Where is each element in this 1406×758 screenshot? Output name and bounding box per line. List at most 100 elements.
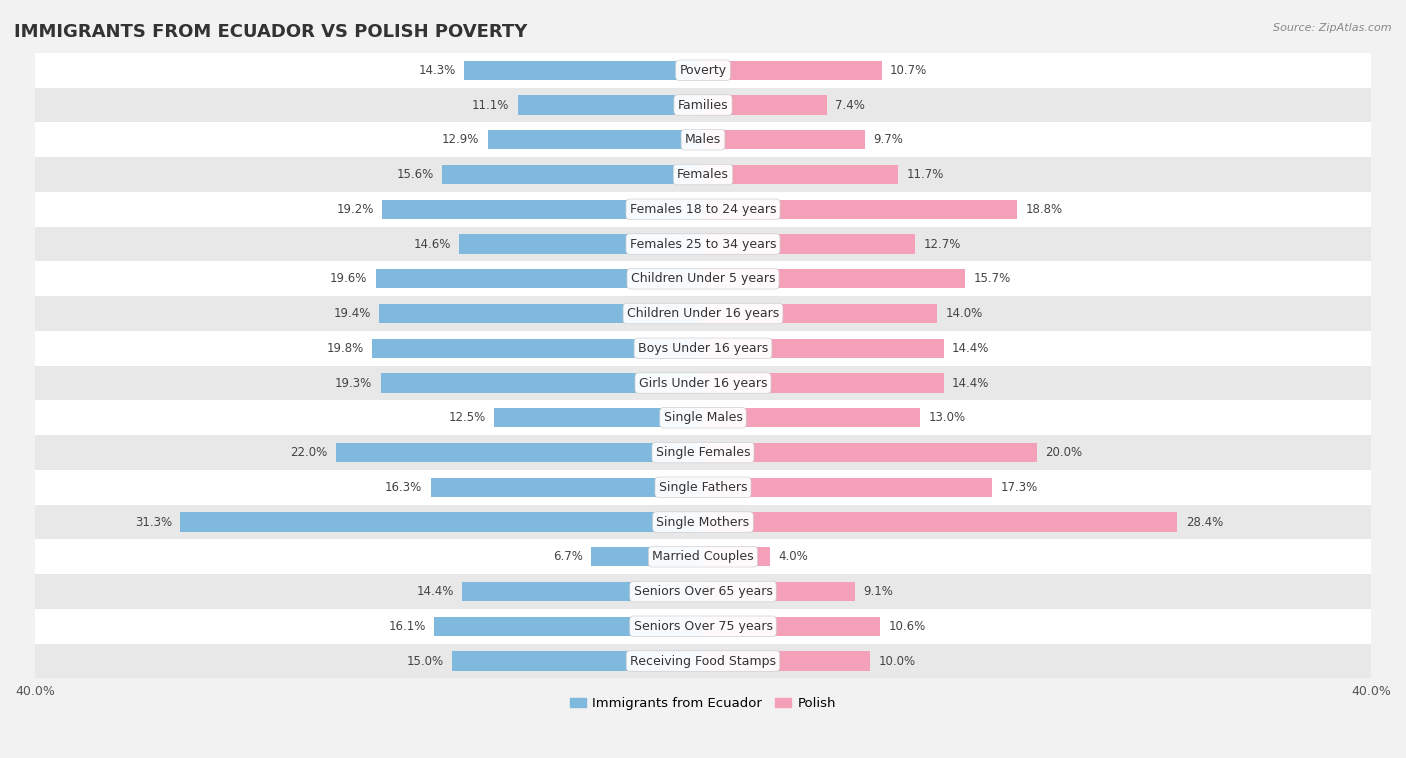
Text: 20.0%: 20.0%	[1046, 446, 1083, 459]
Text: 16.1%: 16.1%	[388, 620, 426, 633]
Bar	[488, 130, 703, 149]
Text: 19.2%: 19.2%	[336, 203, 374, 216]
Bar	[35, 227, 1371, 262]
Text: 19.6%: 19.6%	[330, 272, 367, 285]
Bar	[35, 609, 1371, 644]
Text: 14.4%: 14.4%	[952, 377, 990, 390]
Bar	[35, 262, 1371, 296]
Text: 12.5%: 12.5%	[449, 412, 486, 424]
Bar	[430, 478, 703, 496]
Bar	[703, 61, 882, 80]
Bar	[180, 512, 703, 531]
Bar	[443, 165, 703, 184]
Text: Females: Females	[678, 168, 728, 181]
Text: 14.0%: 14.0%	[945, 307, 983, 320]
Bar	[703, 130, 865, 149]
Bar	[703, 339, 943, 358]
Text: Females 25 to 34 years: Females 25 to 34 years	[630, 237, 776, 251]
Text: 10.7%: 10.7%	[890, 64, 928, 77]
Legend: Immigrants from Ecuador, Polish: Immigrants from Ecuador, Polish	[564, 692, 842, 716]
Text: Single Females: Single Females	[655, 446, 751, 459]
Bar	[35, 574, 1371, 609]
Bar	[35, 88, 1371, 122]
Bar	[703, 443, 1038, 462]
Bar	[453, 651, 703, 671]
Text: 14.6%: 14.6%	[413, 237, 451, 251]
Text: 4.0%: 4.0%	[778, 550, 808, 563]
Bar	[703, 304, 936, 323]
Text: 11.1%: 11.1%	[472, 99, 509, 111]
Text: 6.7%: 6.7%	[553, 550, 582, 563]
Text: Single Males: Single Males	[664, 412, 742, 424]
Bar	[703, 512, 1177, 531]
Bar	[703, 478, 993, 496]
Bar	[703, 582, 855, 601]
Bar	[703, 409, 920, 428]
Bar	[380, 304, 703, 323]
Text: 18.8%: 18.8%	[1025, 203, 1063, 216]
Text: 14.3%: 14.3%	[419, 64, 456, 77]
Bar	[703, 547, 770, 566]
Bar	[35, 644, 1371, 678]
Text: Females 18 to 24 years: Females 18 to 24 years	[630, 203, 776, 216]
Text: 10.6%: 10.6%	[889, 620, 925, 633]
Text: 31.3%: 31.3%	[135, 515, 172, 528]
Bar	[460, 234, 703, 254]
Bar	[464, 61, 703, 80]
Bar	[703, 199, 1017, 219]
Text: Seniors Over 75 years: Seniors Over 75 years	[634, 620, 772, 633]
Text: 17.3%: 17.3%	[1000, 481, 1038, 493]
Bar	[35, 122, 1371, 157]
Bar	[35, 540, 1371, 574]
Bar	[35, 331, 1371, 365]
Bar	[382, 199, 703, 219]
Text: 15.0%: 15.0%	[406, 655, 444, 668]
Text: 13.0%: 13.0%	[928, 412, 966, 424]
Text: Seniors Over 65 years: Seniors Over 65 years	[634, 585, 772, 598]
Bar	[35, 296, 1371, 331]
Bar	[495, 409, 703, 428]
Text: 19.4%: 19.4%	[333, 307, 371, 320]
Bar	[434, 617, 703, 636]
Bar	[35, 365, 1371, 400]
Text: 9.1%: 9.1%	[863, 585, 893, 598]
Text: Poverty: Poverty	[679, 64, 727, 77]
Bar	[703, 234, 915, 254]
Bar	[375, 269, 703, 288]
Text: 22.0%: 22.0%	[290, 446, 328, 459]
Text: 14.4%: 14.4%	[416, 585, 454, 598]
Bar	[591, 547, 703, 566]
Text: 15.6%: 15.6%	[396, 168, 434, 181]
Text: 7.4%: 7.4%	[835, 99, 865, 111]
Text: Single Fathers: Single Fathers	[659, 481, 747, 493]
Text: Males: Males	[685, 133, 721, 146]
Text: Married Couples: Married Couples	[652, 550, 754, 563]
Text: 15.7%: 15.7%	[973, 272, 1011, 285]
Text: Receiving Food Stamps: Receiving Food Stamps	[630, 655, 776, 668]
Text: 19.3%: 19.3%	[335, 377, 373, 390]
Bar	[703, 374, 943, 393]
Bar	[463, 582, 703, 601]
Text: 9.7%: 9.7%	[873, 133, 903, 146]
Text: Families: Families	[678, 99, 728, 111]
Bar	[35, 470, 1371, 505]
Text: Source: ZipAtlas.com: Source: ZipAtlas.com	[1274, 23, 1392, 33]
Bar	[703, 165, 898, 184]
Text: Children Under 5 years: Children Under 5 years	[631, 272, 775, 285]
Bar	[381, 374, 703, 393]
Bar	[35, 505, 1371, 540]
Text: Single Mothers: Single Mothers	[657, 515, 749, 528]
Bar	[703, 96, 827, 114]
Text: 19.8%: 19.8%	[326, 342, 364, 355]
Text: 16.3%: 16.3%	[385, 481, 422, 493]
Bar	[703, 617, 880, 636]
Bar	[373, 339, 703, 358]
Bar	[35, 435, 1371, 470]
Bar	[35, 400, 1371, 435]
Text: IMMIGRANTS FROM ECUADOR VS POLISH POVERTY: IMMIGRANTS FROM ECUADOR VS POLISH POVERT…	[14, 23, 527, 41]
Text: 11.7%: 11.7%	[907, 168, 945, 181]
Bar	[703, 651, 870, 671]
Text: 12.9%: 12.9%	[441, 133, 479, 146]
Text: Children Under 16 years: Children Under 16 years	[627, 307, 779, 320]
Text: Boys Under 16 years: Boys Under 16 years	[638, 342, 768, 355]
